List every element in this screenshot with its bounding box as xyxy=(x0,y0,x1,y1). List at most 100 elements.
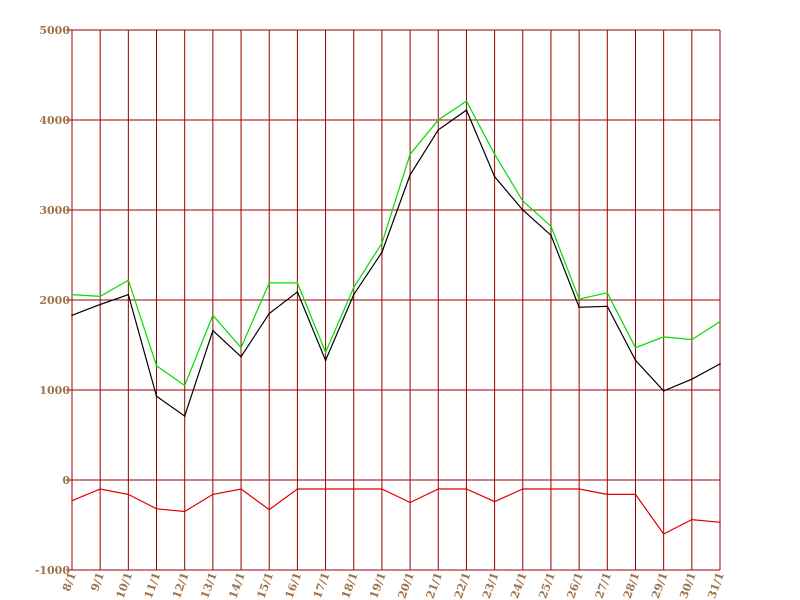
series-3-point xyxy=(521,488,524,490)
series-2-point xyxy=(183,415,186,417)
series-1-point xyxy=(71,293,73,296)
series-1-point xyxy=(550,225,552,227)
x-tick-label: 31/1 xyxy=(705,571,726,600)
series-2-point xyxy=(268,312,271,315)
series-2-point xyxy=(493,175,496,178)
series-1-point xyxy=(212,314,214,317)
series-3-point xyxy=(127,493,130,496)
x-tick-label: 25/1 xyxy=(536,571,557,600)
series-1-point xyxy=(691,338,693,341)
series-3-point xyxy=(409,501,411,504)
series-3-point xyxy=(437,488,440,490)
series-2-point xyxy=(240,355,242,358)
series-3-point xyxy=(155,508,158,510)
series-3-point xyxy=(296,488,299,490)
series-1-point xyxy=(240,346,242,349)
series-2-point xyxy=(521,209,524,211)
series-1-point xyxy=(719,320,721,323)
series-2-point xyxy=(719,363,721,365)
series-3-point xyxy=(99,488,101,490)
series-2-point xyxy=(127,293,130,296)
series-3-point xyxy=(719,521,721,524)
y-tick-label: 4000 xyxy=(39,114,70,127)
series-1-point xyxy=(268,282,271,284)
series-1-point xyxy=(606,292,609,294)
series-1-point xyxy=(578,298,580,300)
series-1-point xyxy=(183,384,186,387)
x-tick-label: 23/1 xyxy=(480,571,501,600)
series-3-point xyxy=(183,510,186,513)
chart-series xyxy=(71,100,721,535)
series-1-point xyxy=(465,100,468,102)
series-3-point xyxy=(212,493,214,496)
series-2-point xyxy=(381,251,383,254)
series-2-point xyxy=(691,378,693,381)
y-tick-label: 0 xyxy=(62,474,70,487)
series-2-point xyxy=(550,234,552,236)
x-tick-label: 21/1 xyxy=(424,571,445,600)
series-3-point xyxy=(662,533,665,535)
x-tick-label: 22/1 xyxy=(452,571,473,600)
series-1-point xyxy=(521,200,524,202)
y-tick-label: -1000 xyxy=(35,564,71,577)
series-3-point xyxy=(550,488,552,490)
x-tick-label: 9/1 xyxy=(88,571,107,594)
series-3-point xyxy=(691,518,693,521)
series-2-point xyxy=(99,303,101,306)
x-tick-label: 26/1 xyxy=(565,571,586,600)
series-1-point xyxy=(99,295,101,298)
series-2-point xyxy=(212,329,214,332)
x-tick-label: 13/1 xyxy=(198,571,219,600)
x-tick-label: 10/1 xyxy=(114,571,135,600)
x-tick-label: 16/1 xyxy=(283,571,304,600)
series-3-point xyxy=(352,488,355,490)
series-1-point xyxy=(155,364,158,367)
y-tick-label: 1000 xyxy=(39,384,70,397)
series-2-point xyxy=(409,174,411,176)
series-line-2 xyxy=(71,109,721,418)
series-1-point xyxy=(296,282,299,284)
y-tick-label: 3000 xyxy=(39,204,70,217)
series-line-1 xyxy=(71,100,721,387)
y-tick-label: 2000 xyxy=(39,294,70,307)
series-3-point xyxy=(381,488,383,490)
series-3-point xyxy=(240,488,242,490)
series-2-point xyxy=(437,129,440,131)
series-1-point xyxy=(127,279,130,282)
series-2-point xyxy=(296,291,299,293)
x-tick-label: 8/1 xyxy=(60,571,79,594)
series-1-point xyxy=(409,153,411,155)
series-1-point xyxy=(324,351,327,354)
x-tick-label: 17/1 xyxy=(311,571,332,600)
x-tick-label: 24/1 xyxy=(508,571,529,600)
series-1-point xyxy=(662,336,665,338)
x-tick-label: 12/1 xyxy=(170,571,191,600)
series-3-point xyxy=(71,499,73,502)
series-line-3 xyxy=(71,488,721,535)
x-tick-label: 29/1 xyxy=(649,571,670,600)
x-axis-ticks: 8/1 9/1 10/1 11/1 12/1 13/1 14/1 15/1 16/1 17/1 18… xyxy=(60,571,727,600)
x-tick-label: 27/1 xyxy=(593,571,614,600)
chart-grid xyxy=(66,29,721,571)
series-3-point xyxy=(465,488,468,490)
series-1-point xyxy=(634,346,637,349)
x-tick-label: 15/1 xyxy=(255,571,276,600)
series-1-point xyxy=(352,286,355,289)
x-tick-label: 20/1 xyxy=(395,571,416,600)
series-3-point xyxy=(606,493,609,496)
series-2-point xyxy=(465,109,468,111)
series-3-point xyxy=(578,488,580,490)
series-2-point xyxy=(634,359,637,362)
series-3-point xyxy=(634,493,637,496)
series-1-point xyxy=(493,153,496,155)
series-3-point xyxy=(324,488,327,490)
x-tick-label: 11/1 xyxy=(142,571,163,600)
y-tick-label: 5000 xyxy=(39,24,70,37)
series-3-point xyxy=(268,508,271,511)
y-axis-ticks: -1000 0 1000 2000 3000 4000 5000 xyxy=(35,24,71,577)
series-2-point xyxy=(578,306,580,309)
series-2-point xyxy=(324,359,327,362)
series-1-point xyxy=(381,242,383,245)
series-1-point xyxy=(437,119,440,121)
